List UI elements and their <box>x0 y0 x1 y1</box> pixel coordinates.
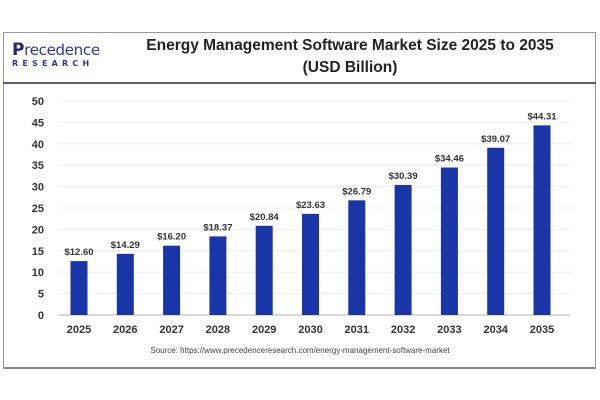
y-tick-label: 20 <box>32 224 44 236</box>
data-label: $30.39 <box>389 171 418 182</box>
x-tick-label: 2033 <box>437 324 461 336</box>
data-label: $18.37 <box>203 222 232 233</box>
data-label: $26.79 <box>342 186 371 197</box>
data-label: $44.31 <box>527 111 557 122</box>
bar <box>487 147 505 315</box>
x-tick-label: 2025 <box>67 324 91 336</box>
x-tick-label: 2034 <box>483 324 508 336</box>
data-label: $14.29 <box>111 240 140 251</box>
y-tick-label: 15 <box>32 246 44 258</box>
data-label: $12.60 <box>64 247 93 258</box>
y-tick-label: 0 <box>38 310 44 322</box>
x-tick-label: 2029 <box>252 324 276 336</box>
x-axis-ticks: 2025 2026 2027 2028 2029 2030 2031 2032 2033 2034… <box>67 324 554 336</box>
bar <box>209 236 227 315</box>
data-label: $16.20 <box>157 232 186 243</box>
y-tick-label: 45 <box>32 117 44 129</box>
data-label: $23.63 <box>296 200 325 211</box>
bar <box>116 253 134 315</box>
bar <box>70 261 88 315</box>
y-tick-label: 40 <box>32 139 44 151</box>
header-divider <box>3 82 596 84</box>
x-tick-label: 2031 <box>345 324 369 336</box>
y-tick-label: 50 <box>32 96 44 108</box>
y-tick-label: 25 <box>32 203 44 215</box>
bar <box>533 125 551 315</box>
data-label: $34.46 <box>435 154 464 165</box>
logo-subtext: RESEARCH <box>12 59 94 68</box>
logo-text: recedence <box>24 41 100 59</box>
y-tick-label: 35 <box>32 160 44 172</box>
bar <box>302 213 319 315</box>
data-labels: $12.60 $14.29 $16.20 $18.37 $20.84 $23.63 $26.… <box>64 111 557 258</box>
x-tick-label: 2027 <box>159 324 183 336</box>
precedence-research-logo: Precedence RESEARCH <box>12 42 107 72</box>
gridlines <box>58 100 570 295</box>
bar <box>440 167 458 315</box>
y-tick-label: 5 <box>38 289 44 301</box>
chart-title: Energy Management Software Market Size 2… <box>120 35 580 79</box>
data-label: $39.07 <box>481 134 510 145</box>
bar <box>394 184 412 315</box>
x-tick-label: 2030 <box>298 324 322 336</box>
x-tick-label: 2032 <box>391 324 415 336</box>
data-label: $20.84 <box>250 212 280 223</box>
y-tick-label: 10 <box>32 267 44 279</box>
logo-initial: P <box>12 40 25 60</box>
bars <box>70 125 551 315</box>
bar <box>255 225 273 315</box>
y-axis-ticks: 0 5 10 15 20 25 30 35 40 45 50 <box>32 96 44 322</box>
y-tick-label: 30 <box>32 182 44 194</box>
x-tick-label: 2028 <box>206 324 230 336</box>
bar <box>348 200 366 315</box>
chart-title-line2: (USD Billion) <box>302 59 398 76</box>
bar <box>163 245 181 315</box>
chart-title-line1: Energy Management Software Market Size 2… <box>146 37 554 54</box>
logo-wordmark: Precedence <box>12 40 107 60</box>
x-tick-label: 2026 <box>113 324 137 336</box>
x-tick-label: 2035 <box>530 324 554 336</box>
source-note: Source: https://www.precedenceresearch.c… <box>150 346 450 355</box>
